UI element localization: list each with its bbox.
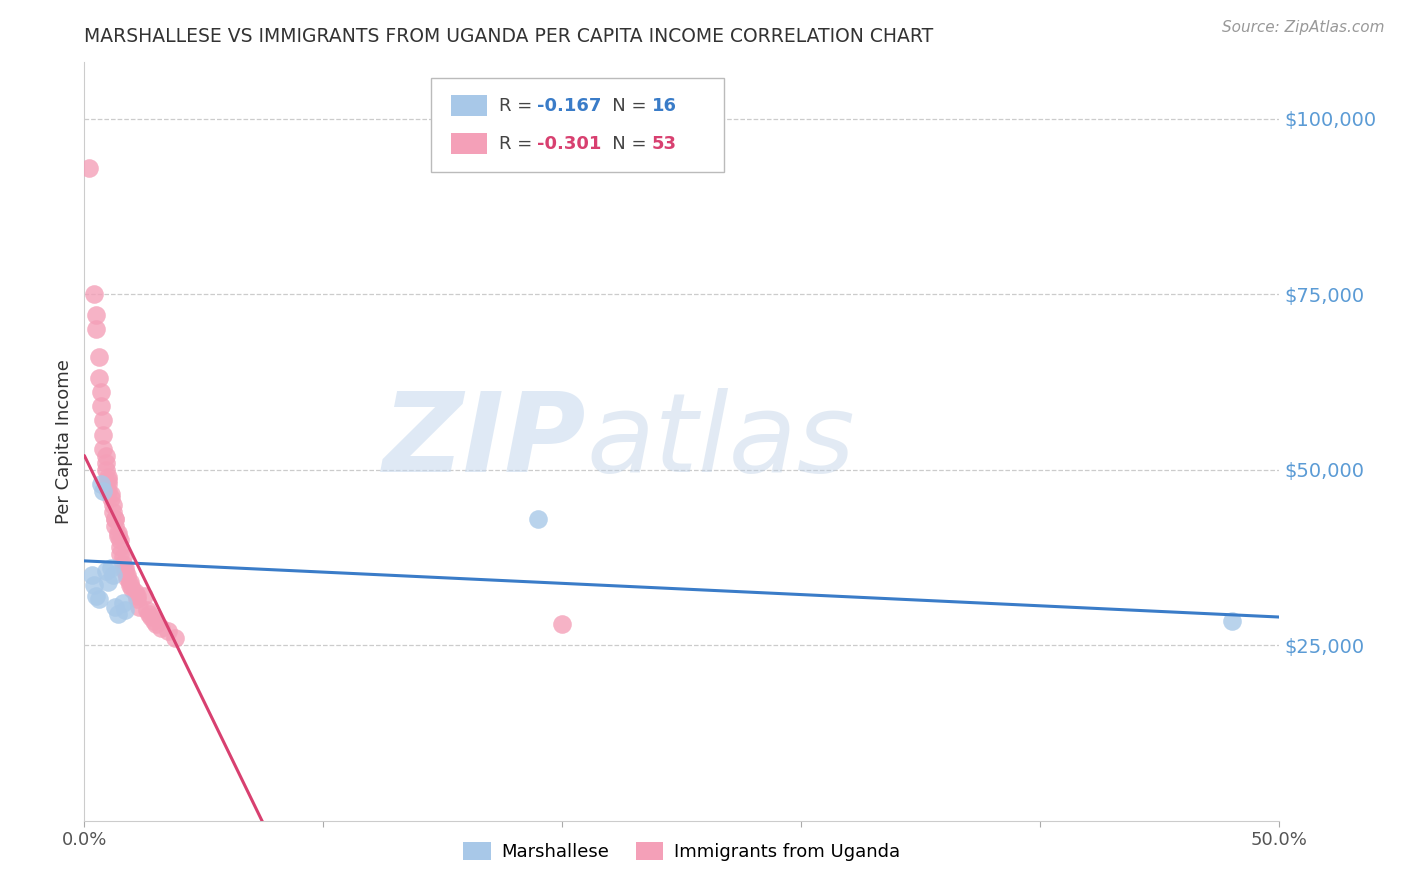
Point bbox=[1220, 614, 1243, 628]
Point bbox=[110, 540, 132, 554]
Point bbox=[83, 578, 105, 592]
Text: -0.301: -0.301 bbox=[537, 135, 602, 153]
Point bbox=[94, 456, 117, 470]
Point bbox=[149, 621, 172, 635]
Text: MARSHALLESE VS IMMIGRANTS FROM UGANDA PER CAPITA INCOME CORRELATION CHART: MARSHALLESE VS IMMIGRANTS FROM UGANDA PE… bbox=[84, 27, 934, 45]
Point bbox=[111, 596, 134, 610]
Text: 53: 53 bbox=[652, 135, 678, 153]
Point bbox=[527, 512, 550, 526]
Point bbox=[100, 487, 122, 501]
Point bbox=[94, 449, 117, 463]
Point bbox=[124, 585, 146, 599]
Point bbox=[125, 589, 148, 603]
Point bbox=[114, 603, 136, 617]
Point bbox=[142, 614, 165, 628]
Point bbox=[551, 617, 574, 632]
Point bbox=[132, 589, 156, 603]
Point bbox=[114, 565, 136, 579]
Point bbox=[97, 473, 120, 487]
Y-axis label: Per Capita Income: Per Capita Income bbox=[55, 359, 73, 524]
Text: N =: N = bbox=[595, 135, 652, 153]
Point bbox=[94, 565, 117, 579]
Point bbox=[117, 568, 139, 582]
Point bbox=[97, 469, 120, 483]
Point bbox=[101, 505, 124, 519]
Point bbox=[87, 592, 110, 607]
Point bbox=[141, 610, 163, 624]
Point bbox=[90, 476, 112, 491]
Point bbox=[125, 592, 148, 607]
Point bbox=[165, 631, 187, 645]
Point bbox=[93, 427, 115, 442]
Point bbox=[107, 607, 129, 621]
Legend: Marshallese, Immigrants from Uganda: Marshallese, Immigrants from Uganda bbox=[456, 835, 908, 869]
Point bbox=[121, 582, 143, 596]
Point bbox=[114, 561, 136, 575]
Point bbox=[90, 400, 112, 414]
FancyBboxPatch shape bbox=[451, 133, 486, 154]
FancyBboxPatch shape bbox=[432, 78, 724, 172]
Point bbox=[111, 558, 134, 572]
Point bbox=[101, 568, 124, 582]
Point bbox=[86, 308, 108, 322]
Text: 16: 16 bbox=[652, 96, 678, 115]
FancyBboxPatch shape bbox=[451, 95, 486, 116]
Point bbox=[100, 561, 122, 575]
Point bbox=[90, 385, 112, 400]
Point bbox=[117, 571, 139, 585]
Text: Source: ZipAtlas.com: Source: ZipAtlas.com bbox=[1222, 20, 1385, 35]
Point bbox=[128, 599, 150, 614]
Text: -0.167: -0.167 bbox=[537, 96, 602, 115]
Point bbox=[87, 371, 110, 385]
Point bbox=[77, 161, 100, 175]
Point bbox=[97, 483, 120, 498]
Point bbox=[97, 574, 120, 589]
Text: ZIP: ZIP bbox=[382, 388, 586, 495]
Point bbox=[94, 462, 117, 476]
Point bbox=[104, 599, 127, 614]
Point bbox=[107, 529, 129, 543]
Text: atlas: atlas bbox=[586, 388, 855, 495]
Point bbox=[83, 287, 105, 301]
Text: R =: R = bbox=[499, 96, 538, 115]
Point bbox=[157, 624, 180, 639]
Point bbox=[80, 568, 103, 582]
Point bbox=[101, 498, 124, 512]
Point bbox=[93, 483, 115, 498]
Point bbox=[87, 351, 110, 365]
Point bbox=[86, 322, 108, 336]
Point bbox=[138, 607, 160, 621]
Point bbox=[104, 512, 127, 526]
Point bbox=[118, 574, 141, 589]
Point bbox=[93, 413, 115, 427]
Point bbox=[100, 491, 122, 505]
Point bbox=[110, 533, 132, 547]
Point bbox=[107, 525, 129, 540]
Point bbox=[118, 578, 141, 592]
Point bbox=[104, 512, 127, 526]
Point bbox=[104, 518, 127, 533]
Text: R =: R = bbox=[499, 135, 538, 153]
Point bbox=[111, 550, 134, 565]
Point bbox=[145, 617, 167, 632]
Point bbox=[86, 589, 108, 603]
Text: N =: N = bbox=[595, 96, 652, 115]
Point bbox=[135, 603, 157, 617]
Point bbox=[93, 442, 115, 456]
Point bbox=[97, 476, 120, 491]
Point bbox=[110, 547, 132, 561]
